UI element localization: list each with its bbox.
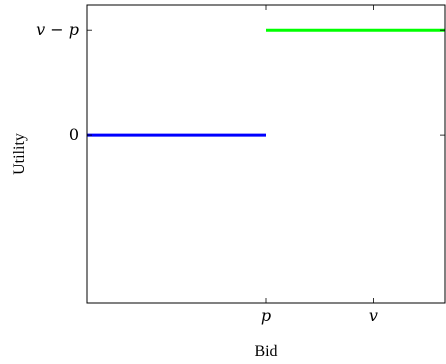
- y-tick-label-1: 0: [69, 125, 79, 144]
- x-tick-label-0: p: [261, 306, 271, 325]
- ticks-layer: p v v − p 0: [36, 5, 445, 325]
- x-tick-label-1: v: [369, 306, 378, 325]
- y-axis-label: Utility: [11, 133, 28, 175]
- series-layer: [87, 28, 445, 137]
- y-tick-label-0: v − p: [36, 20, 79, 39]
- x-axis-label: Bid: [254, 343, 277, 360]
- plot-frame: [86, 4, 446, 304]
